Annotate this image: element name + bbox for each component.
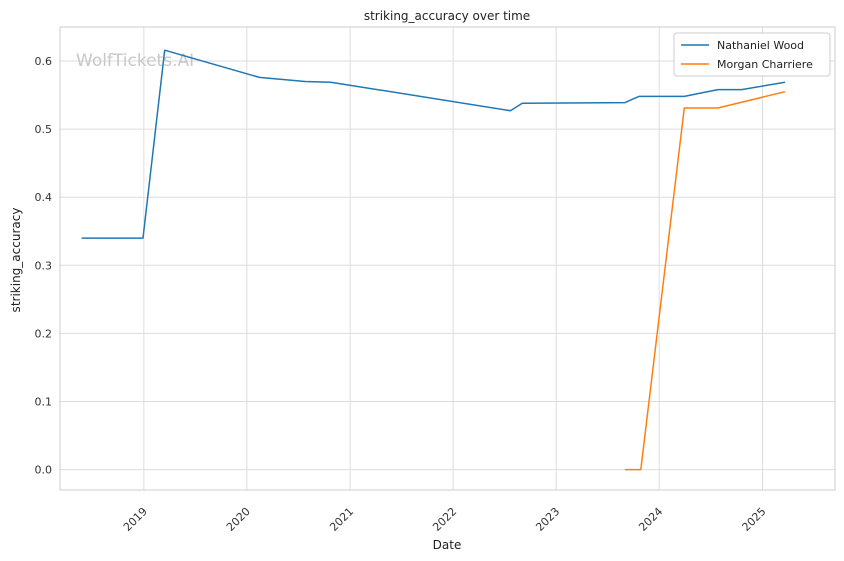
legend-label-1: Morgan Charriere [717,58,813,71]
series-line-0 [81,49,786,239]
series-layer [81,49,786,471]
x-tick-label: 2020 [224,505,253,534]
x-tick-label: 2019 [121,505,150,534]
legend-label-0: Nathaniel Wood [717,39,804,52]
x-axis-title: Date [433,538,462,552]
x-tick-label: 2021 [327,505,356,534]
grid-lines [60,27,835,490]
legend-box [673,32,831,77]
y-tick-label: 0.2 [35,327,53,340]
y-axis-ticks: 0.0 0.1 0.2 0.3 0.4 0.5 0.6 [35,55,53,477]
y-tick-label: 0.1 [35,395,53,408]
x-tick-label: 2023 [533,505,562,534]
x-tick-label: 2025 [740,505,769,534]
chart-title: striking_accuracy over time [364,9,530,23]
y-tick-label: 0.5 [35,123,53,136]
x-tick-label: 2024 [636,505,665,534]
y-tick-label: 0.4 [35,191,53,204]
x-tick-label: 2022 [430,505,459,534]
plot-area-frame [59,26,836,491]
legend: Nathaniel Wood Morgan Charriere [673,32,831,77]
y-tick-label: 0.0 [35,464,53,477]
y-tick-label: 0.6 [35,55,53,68]
y-axis-title: striking_accuracy [9,208,23,313]
y-tick-label: 0.3 [35,259,53,272]
x-axis-ticks: 2019 2020 2021 2022 2023 2024 2025 [121,505,769,534]
series-line-1 [625,90,786,471]
